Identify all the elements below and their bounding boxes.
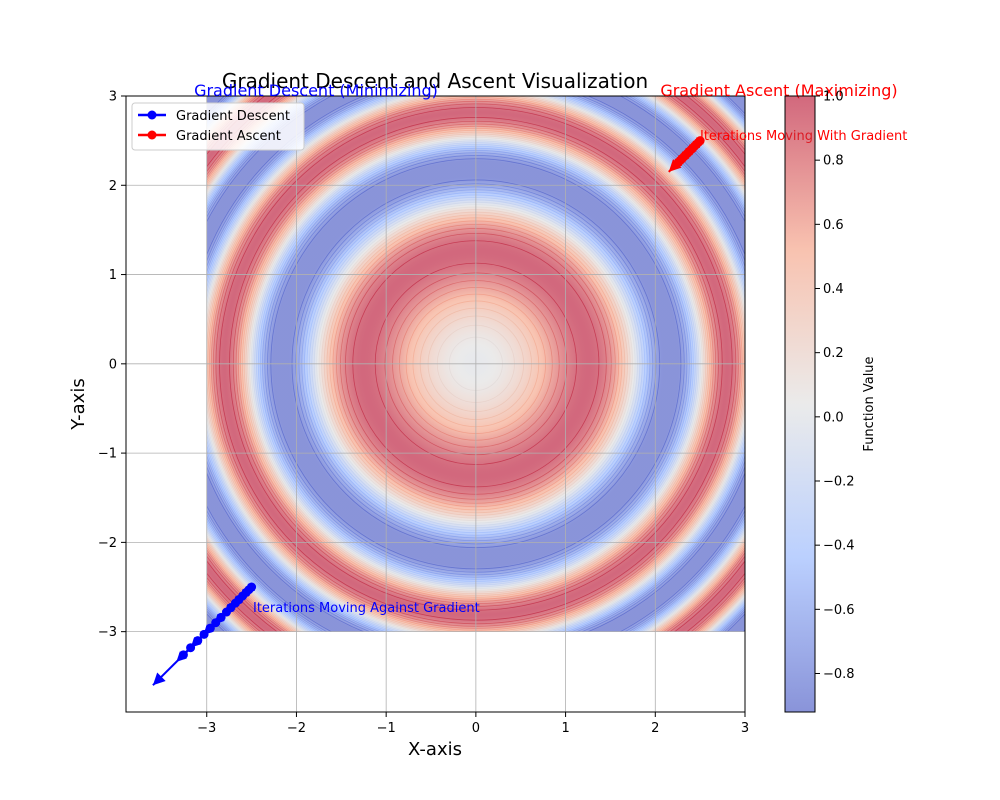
plot-area (125, 95, 746, 713)
annotations: Gradient Descent (Minimizing) Gradient A… (194, 81, 907, 616)
y-tick-label: −3 (98, 625, 117, 640)
x-tick-label: −1 (377, 721, 396, 736)
colorbar-tick-label: 1.0 (823, 90, 844, 105)
legend-descent-label: Gradient Descent (176, 109, 290, 124)
colorbar-label: Function Value (862, 356, 877, 451)
legend-descent-marker (147, 110, 157, 120)
series-layer (152, 136, 705, 686)
colorbar-tick-label: −0.2 (823, 475, 855, 490)
colorbar-border (784, 95, 816, 713)
colorbar-fill (785, 96, 815, 712)
series-point (205, 623, 215, 633)
colorbar-ticks: −0.8 −0.6 −0.4 −0.2 0.0 0.2 0.4 0.6 0.8 1.0 (815, 90, 855, 682)
x-axis-ticks: −3 −2 −1 0 1 2 3 (197, 712, 749, 736)
y-tick-label: 2 (109, 179, 117, 194)
x-tick-label: −3 (197, 721, 216, 736)
colorbar-tick-label: 0.2 (823, 346, 844, 361)
x-tick-label: −2 (287, 721, 306, 736)
legend-ascent-marker (147, 130, 157, 140)
legend-ascent-label: Gradient Ascent (176, 129, 281, 144)
ascent-title-annotation: Gradient Ascent (Maximizing) (660, 81, 897, 100)
y-axis-ticks: −3 −2 −1 0 1 2 3 (98, 90, 126, 640)
series-arrow-tip (668, 159, 682, 172)
colorbar-tick-label: 0.0 (823, 410, 844, 425)
chart-title: Gradient Descent and Ascent Visualizatio… (222, 69, 648, 93)
series-point (186, 643, 196, 653)
colorbar: −0.8 −0.6 −0.4 −0.2 0.0 0.2 0.4 0.6 0.8 1.0 Funct… (784, 90, 877, 713)
y-tick-label: −1 (98, 447, 117, 462)
x-tick-label: 2 (651, 721, 659, 736)
colorbar-tick-label: 0.4 (823, 282, 844, 297)
series-arrow-tip (152, 672, 166, 686)
legend-box (131, 102, 305, 151)
gradient-ascent-series (668, 136, 705, 173)
colorbar-tick-label: 0.6 (823, 218, 844, 233)
descent-title-annotation: Gradient Descent (Minimizing) (194, 81, 438, 100)
y-tick-label: −2 (98, 536, 117, 551)
x-tick-label: 0 (472, 721, 480, 736)
series-point (193, 636, 203, 646)
legend: Gradient Descent Gradient Ascent (131, 102, 305, 151)
colorbar-tick-label: −0.8 (823, 667, 855, 682)
colorbar-tick-label: −0.6 (823, 603, 855, 618)
y-tick-label: 1 (109, 268, 117, 283)
x-tick-label: 3 (741, 721, 749, 736)
plot-border (125, 95, 746, 713)
y-tick-label: 0 (109, 357, 117, 372)
series-point (199, 629, 209, 639)
grid-lines (126, 96, 745, 712)
colorbar-tick-label: 0.8 (823, 154, 844, 169)
y-tick-label: 3 (109, 90, 117, 105)
x-axis-label: X-axis (408, 739, 462, 760)
descent-iterations-annotation: Iterations Moving Against Gradient (253, 601, 480, 616)
colorbar-tick-label: −0.4 (823, 539, 855, 554)
y-axis-label: Y-axis (68, 378, 89, 430)
gradient-descent-series (152, 582, 257, 686)
x-tick-label: 1 (561, 721, 569, 736)
